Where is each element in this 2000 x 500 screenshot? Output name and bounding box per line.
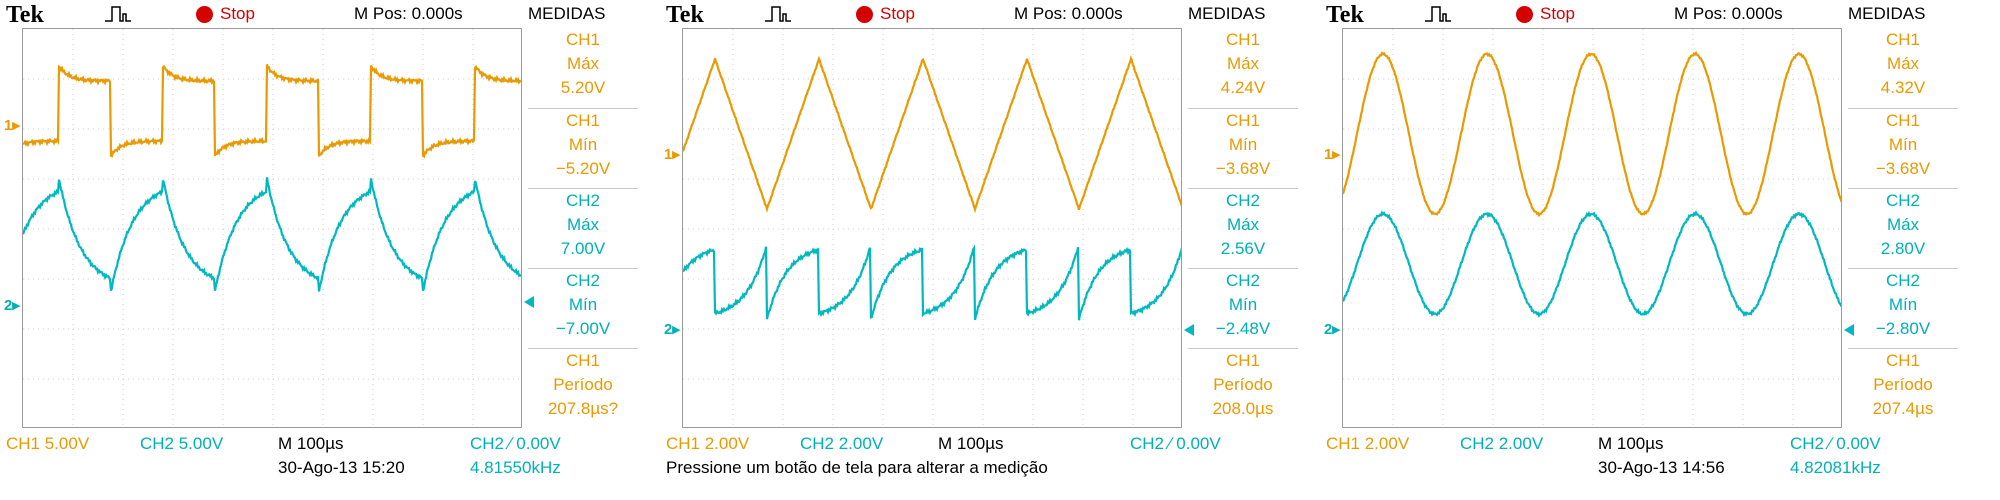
ch1-scale[interactable]: CH1 5.00V xyxy=(6,434,90,453)
ch1-ground-marker: 1▸ xyxy=(4,117,20,134)
trigger-setting[interactable]: CH2 ∕ 0.00V xyxy=(470,434,561,453)
measurements-panel: CH1 Máx 4.24V CH1 Mín −3.68V CH2 Máx 2.5… xyxy=(1188,28,1298,428)
horizontal-position: M Pos: 0.000s xyxy=(1674,4,1783,23)
pulse-icon xyxy=(1425,6,1451,22)
waveform-display xyxy=(1342,28,1842,428)
scope-panel-1: Tek Stop M Pos: 0.000s MEDIDAS 1▸ 2▸ CH1… xyxy=(0,0,640,492)
scope-panel-3: Tek Stop M Pos: 0.000s MEDIDAS 1▸ 2▸ CH1… xyxy=(1320,0,1960,492)
ch2-ground-marker: 2▸ xyxy=(4,297,20,314)
measurements-panel: CH1 Máx 4.32V CH1 Mín −3.68V CH2 Máx 2.8… xyxy=(1848,28,1958,428)
brand-logo: Tek xyxy=(666,2,704,28)
ch2-waveform xyxy=(1343,210,1841,319)
measurement-4[interactable]: CH2 Mín −7.00V xyxy=(528,268,638,348)
ch1-ground-marker: 1▸ xyxy=(1324,146,1340,163)
measurement-1[interactable]: CH1 Máx 5.20V xyxy=(560,30,606,97)
ch1-scale[interactable]: CH1 2.00V xyxy=(666,434,750,453)
waveform-display xyxy=(682,28,1182,428)
top-bar: Tek Stop M Pos: 0.000s MEDIDAS xyxy=(0,0,640,28)
pulse-icon xyxy=(105,6,131,22)
measurements-title: MEDIDAS xyxy=(1188,4,1266,23)
trigger-level-marker xyxy=(524,296,534,308)
stop-dot-icon xyxy=(196,6,213,23)
ch2-scale[interactable]: CH2 2.00V xyxy=(800,434,884,453)
waveform-display xyxy=(22,28,522,428)
top-bar: Tek Stop M Pos: 0.000s MEDIDAS xyxy=(1320,0,1960,28)
measurement-4[interactable]: CH2 Mín −2.80V xyxy=(1848,268,1958,348)
measurement-5[interactable]: CH1 Período 208.0µs xyxy=(1188,348,1298,428)
ch2-waveform xyxy=(23,177,521,292)
datetime: 30-Ago-13 14:56 xyxy=(1598,458,1725,477)
timebase[interactable]: M 100µs xyxy=(278,434,344,453)
frequency-readout: 4.81550kHz xyxy=(470,458,561,477)
run-status: Stop xyxy=(880,4,915,23)
measurements-title: MEDIDAS xyxy=(528,4,606,23)
measurement-2[interactable]: CH1 Mín −3.68V xyxy=(1848,108,1958,188)
graticule xyxy=(1343,29,1841,427)
graticule xyxy=(683,29,1181,427)
measurement-2[interactable]: CH1 Mín −3.68V xyxy=(1188,108,1298,188)
ch1-ground-marker: 1▸ xyxy=(664,146,680,163)
measurement-1[interactable]: CH1 Máx 4.32V xyxy=(1880,30,1926,97)
timebase[interactable]: M 100µs xyxy=(938,434,1004,453)
horizontal-position: M Pos: 0.000s xyxy=(354,4,463,23)
ch2-ground-marker: 2▸ xyxy=(1324,321,1340,338)
measurement-3[interactable]: CH2 Máx 7.00V xyxy=(528,188,638,268)
trigger-setting[interactable]: CH2 ∕ 0.00V xyxy=(1790,434,1881,453)
stop-dot-icon xyxy=(856,6,873,23)
help-message: Pressione um botão de tela para alterar … xyxy=(666,458,1048,477)
measurement-1[interactable]: CH1 Máx 4.24V xyxy=(1220,30,1266,97)
ch1-waveform xyxy=(683,55,1181,214)
pulse-icon xyxy=(765,6,791,22)
ch2-scale[interactable]: CH2 2.00V xyxy=(1460,434,1544,453)
horizontal-position: M Pos: 0.000s xyxy=(1014,4,1123,23)
measurements-panel: CH1 Máx 5.20V CH1 Mín −5.20V CH2 Máx 7.0… xyxy=(528,28,638,428)
ch2-waveform xyxy=(683,244,1181,321)
measurement-4[interactable]: CH2 Mín −2.48V xyxy=(1188,268,1298,348)
trigger-level-marker xyxy=(1844,324,1854,336)
trigger-setting[interactable]: CH2 ∕ 0.00V xyxy=(1130,434,1221,453)
graticule xyxy=(23,29,521,427)
measurement-3[interactable]: CH2 Máx 2.80V xyxy=(1848,188,1958,268)
measurement-5[interactable]: CH1 Período 207.8µs? xyxy=(528,348,638,428)
measurements-title: MEDIDAS xyxy=(1848,4,1926,23)
top-bar: Tek Stop M Pos: 0.000s MEDIDAS xyxy=(660,0,1300,28)
datetime: 30-Ago-13 15:20 xyxy=(278,458,405,477)
stop-dot-icon xyxy=(1516,6,1533,23)
run-status: Stop xyxy=(1540,4,1575,23)
measurement-3[interactable]: CH2 Máx 2.56V xyxy=(1188,188,1298,268)
trigger-level-marker xyxy=(1184,324,1194,336)
ch1-scale[interactable]: CH1 2.00V xyxy=(1326,434,1410,453)
brand-logo: Tek xyxy=(1326,2,1364,28)
ch1-waveform xyxy=(1343,50,1841,218)
scope-panel-2: Tek Stop M Pos: 0.000s MEDIDAS 1▸ 2▸ CH1… xyxy=(660,0,1300,492)
ch2-ground-marker: 2▸ xyxy=(664,321,680,338)
brand-logo: Tek xyxy=(6,2,44,28)
ch2-scale[interactable]: CH2 5.00V xyxy=(140,434,224,453)
measurement-5[interactable]: CH1 Período 207.4µs xyxy=(1848,348,1958,428)
measurement-2[interactable]: CH1 Mín −5.20V xyxy=(528,108,638,188)
run-status: Stop xyxy=(220,4,255,23)
frequency-readout: 4.82081kHz xyxy=(1790,458,1881,477)
timebase[interactable]: M 100µs xyxy=(1598,434,1664,453)
ch1-waveform xyxy=(23,64,521,159)
